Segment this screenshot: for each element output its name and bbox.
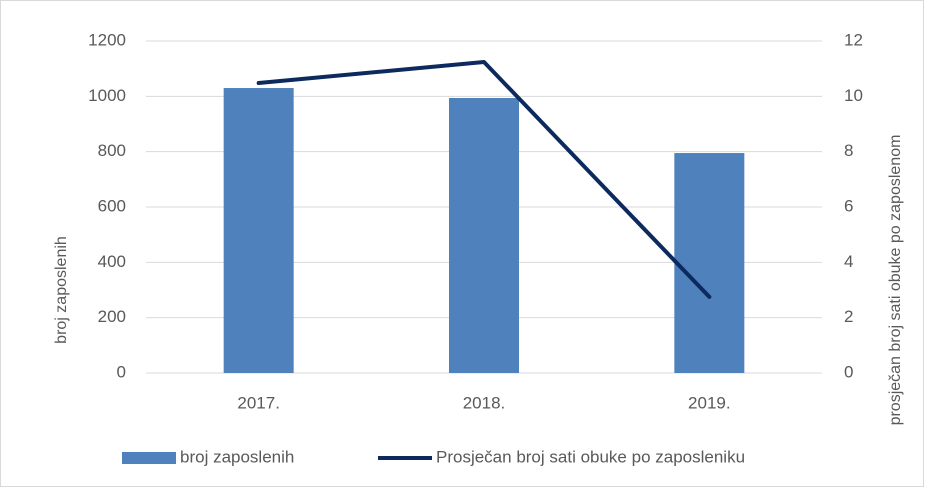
y-tick-label: 0 (117, 362, 126, 381)
y2-tick-label: 2 (844, 307, 853, 326)
line-series (256, 60, 712, 299)
legend-label: Prosječan broj sati obuke po zaposleniku (436, 447, 745, 466)
bar (223, 88, 294, 374)
y-tick-label: 1000 (88, 86, 126, 105)
legend-swatch (122, 452, 176, 464)
y-tick-label: 400 (98, 252, 126, 271)
x-tick-label: 2018. (463, 393, 506, 412)
y2-tick-label: 12 (844, 30, 863, 49)
y-tick-label: 800 (98, 141, 126, 160)
x-tick-label: 2019. (688, 393, 731, 412)
y2-tick-label: 4 (844, 252, 853, 271)
y2-axis-label: prosječan broj sati obuke po zaposlenom (887, 135, 904, 426)
y2-tick-label: 0 (844, 362, 853, 381)
x-tick-label: 2017. (237, 393, 280, 412)
y-tick-label: 1200 (88, 30, 126, 49)
y-tick-label: 600 (98, 196, 126, 215)
legend-label: broj zaposlenih (180, 447, 294, 466)
bar (449, 97, 519, 373)
y2-tick-label: 6 (844, 196, 853, 215)
y-axis-label: broj zaposlenih (53, 236, 70, 344)
y2-tick-label: 10 (844, 86, 863, 105)
y-tick-label: 200 (98, 307, 126, 326)
bar (674, 153, 745, 373)
y2-tick-label: 8 (844, 141, 853, 160)
